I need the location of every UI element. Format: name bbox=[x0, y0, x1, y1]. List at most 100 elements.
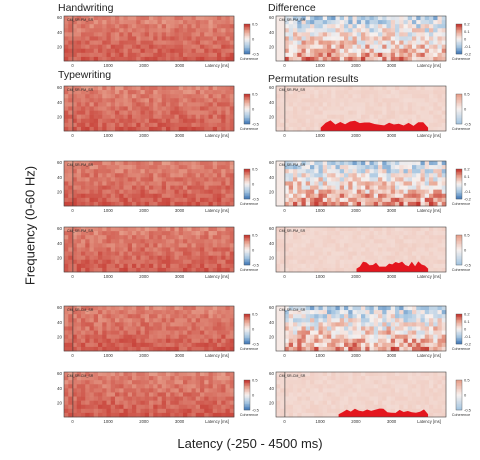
heatmap-cell bbox=[153, 44, 158, 50]
heatmap-cell bbox=[310, 24, 315, 29]
heatmap-cell bbox=[93, 40, 99, 45]
heatmap-cell bbox=[136, 24, 141, 29]
heatmap-cell bbox=[331, 263, 336, 269]
heatmap-cell bbox=[110, 122, 116, 128]
heatmap-cell bbox=[183, 372, 188, 377]
heatmap-cell bbox=[301, 239, 307, 244]
heatmap-cell bbox=[284, 86, 290, 91]
heatmap-cell bbox=[284, 110, 290, 115]
heatmap-cell bbox=[369, 177, 375, 182]
heatmap-cell bbox=[301, 56, 307, 62]
heatmap-cell bbox=[166, 122, 171, 128]
heatmap-cell bbox=[395, 106, 400, 111]
heatmap-cell bbox=[365, 346, 370, 352]
heatmap-cell bbox=[373, 181, 379, 186]
heatmap-cell bbox=[403, 36, 409, 41]
heatmap-cell bbox=[407, 28, 413, 33]
heatmap-cell bbox=[344, 86, 349, 91]
heatmap-cell bbox=[132, 334, 137, 340]
heatmap-cell bbox=[305, 185, 311, 190]
heatmap-cell bbox=[76, 322, 82, 327]
heatmap-cell bbox=[183, 235, 188, 240]
heatmap-cell bbox=[119, 193, 124, 199]
heatmap-cell bbox=[153, 161, 158, 166]
heatmap-cell bbox=[166, 169, 171, 174]
heatmap-cell bbox=[161, 384, 167, 389]
heatmap-cell bbox=[170, 110, 175, 115]
heatmap-cell bbox=[221, 24, 226, 29]
heatmap-cell bbox=[174, 44, 180, 50]
heatmap-cell bbox=[102, 338, 107, 344]
heatmap-cell bbox=[217, 114, 222, 120]
heatmap-cell bbox=[382, 306, 387, 311]
heatmap-cell bbox=[102, 231, 107, 236]
heatmap-cell bbox=[416, 173, 421, 178]
heatmap-cell bbox=[429, 322, 434, 327]
colorbar-segment bbox=[244, 242, 250, 245]
heatmap-cell bbox=[331, 56, 336, 62]
heatmap-cell bbox=[93, 28, 99, 33]
heatmap-cell bbox=[161, 227, 167, 232]
heatmap-cell bbox=[106, 20, 112, 25]
heatmap-cell bbox=[98, 40, 103, 45]
heatmap-cell bbox=[98, 334, 103, 340]
heatmap-cell bbox=[72, 251, 78, 256]
heatmap-cell bbox=[212, 122, 218, 128]
heatmap-cell bbox=[369, 102, 375, 107]
heatmap-cell bbox=[437, 16, 443, 21]
heatmap-cell bbox=[331, 114, 336, 120]
heatmap-cell bbox=[110, 86, 116, 91]
heatmap-cell bbox=[110, 330, 116, 335]
heatmap-cell bbox=[89, 44, 95, 50]
heatmap-cell bbox=[81, 165, 86, 170]
heatmap-cell bbox=[68, 372, 73, 377]
colorbar-segment bbox=[244, 107, 250, 110]
heatmap-cell bbox=[72, 189, 78, 195]
heatmap-cell bbox=[356, 263, 362, 269]
heatmap-cell bbox=[399, 169, 404, 174]
colorbar-segment bbox=[244, 187, 250, 189]
heatmap-cell bbox=[212, 263, 218, 269]
heatmap-cell bbox=[441, 36, 447, 41]
heatmap-cell bbox=[208, 161, 214, 166]
heatmap-cell bbox=[322, 48, 328, 54]
heatmap-cell bbox=[149, 372, 154, 377]
heatmap-cell bbox=[437, 169, 443, 174]
heatmap-cell bbox=[195, 90, 201, 95]
heatmap-cell bbox=[305, 318, 311, 323]
heatmap-cell bbox=[361, 201, 366, 207]
heatmap-cell bbox=[115, 330, 120, 335]
heatmap-cell bbox=[407, 247, 413, 252]
heatmap-cell bbox=[327, 16, 332, 21]
heatmap-cell bbox=[395, 114, 400, 120]
colorbar-segment bbox=[456, 254, 462, 257]
heatmap-cell bbox=[322, 231, 328, 236]
colorbar-tick-label: 0.5 bbox=[252, 167, 258, 172]
x-tick-label: 3000 bbox=[387, 63, 397, 68]
heatmap-cell bbox=[68, 86, 73, 91]
heatmap-cell bbox=[81, 384, 86, 389]
heatmap-cell bbox=[225, 380, 231, 385]
heatmap-cell bbox=[161, 338, 167, 344]
heatmap-cell bbox=[68, 48, 73, 54]
heatmap-cell bbox=[441, 239, 447, 244]
heatmap-cell bbox=[132, 372, 137, 377]
heatmap-cell bbox=[68, 98, 73, 103]
y-tick-label: 40 bbox=[269, 320, 275, 325]
heatmap-cell bbox=[204, 235, 209, 240]
heatmap-cell bbox=[441, 185, 447, 190]
heatmap-cell bbox=[68, 227, 73, 232]
heatmap-cell bbox=[322, 32, 328, 37]
heatmap-cell bbox=[225, 376, 231, 381]
heatmap-cell bbox=[225, 102, 231, 107]
heatmap-cell bbox=[344, 326, 349, 331]
heatmap-cell bbox=[132, 231, 137, 236]
heatmap-cell bbox=[76, 247, 82, 252]
heatmap-cell bbox=[89, 376, 95, 381]
colorbar-tick-label: 0 bbox=[464, 248, 467, 253]
heatmap-cell bbox=[191, 255, 197, 261]
heatmap-cell bbox=[208, 342, 214, 348]
heatmap-cell bbox=[132, 173, 137, 178]
heatmap-cell bbox=[106, 56, 112, 62]
heatmap-cell bbox=[140, 169, 146, 174]
